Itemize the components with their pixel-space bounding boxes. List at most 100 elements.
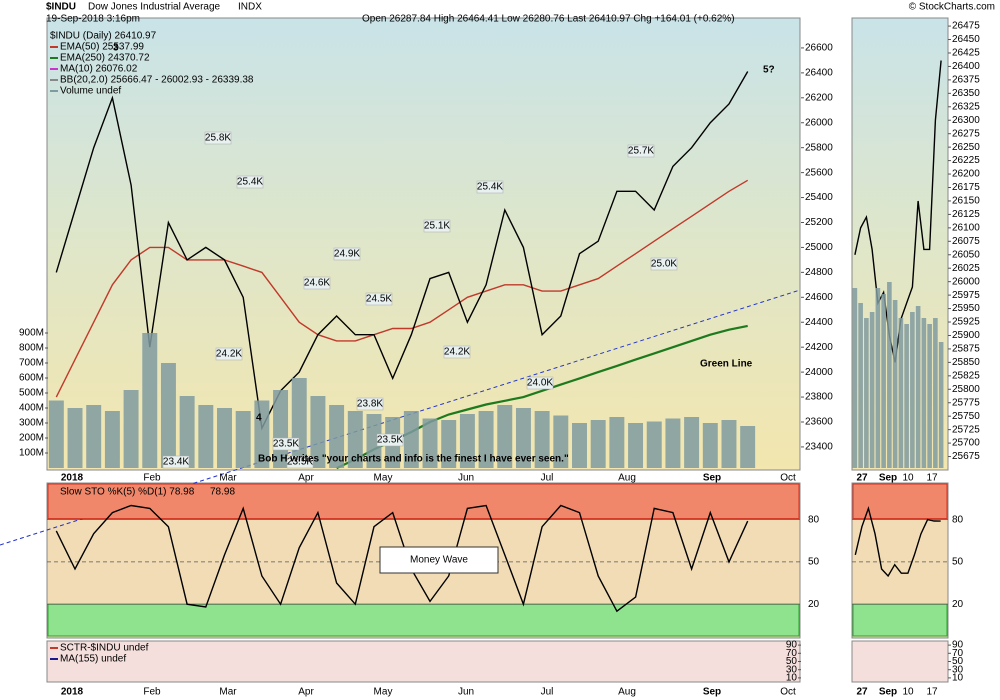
price-label: 23.5K	[273, 439, 299, 450]
sto-title: Slow STO %K(5) %D(1) 78.98	[60, 487, 195, 498]
volume-bar	[553, 415, 569, 468]
y-tick-label: 26250	[952, 142, 980, 153]
x-tick-label: 10	[902, 473, 914, 484]
y-tick-label: 90	[786, 640, 798, 651]
y-tick-label: 26125	[952, 209, 980, 220]
x-tick-label: 27	[856, 473, 868, 484]
y-tick-label: 25725	[952, 424, 980, 435]
volume-bar	[740, 426, 756, 468]
volume-bar	[881, 294, 886, 468]
y-tick-label: 400M	[19, 403, 44, 414]
y-tick-label: 25975	[952, 290, 980, 301]
annotation: 3	[113, 43, 119, 54]
y-tick-label: 25400	[805, 192, 833, 203]
annotation: 4	[256, 413, 262, 424]
volume-bar	[921, 318, 927, 468]
x-tick-label: 17	[926, 473, 938, 484]
volume-bar	[892, 300, 898, 468]
x-tick-label: Apr	[298, 687, 314, 698]
volume-bar	[459, 414, 475, 468]
y-tick-label: 200M	[19, 433, 44, 444]
y-tick-label: 26150	[952, 196, 980, 207]
series-line	[55, 179, 749, 398]
volume-bar	[590, 420, 606, 468]
price-label: 23.5K	[287, 457, 313, 468]
volume-bar	[48, 400, 64, 468]
volume-bar	[123, 390, 139, 468]
y-tick-label: 24800	[805, 267, 833, 278]
price-label: 24.0K	[527, 378, 553, 389]
overbought-band	[852, 483, 948, 520]
y-tick-label: 26325	[952, 101, 980, 112]
volume-bar	[904, 324, 909, 468]
volume-bar	[628, 423, 644, 468]
annotation-box	[379, 546, 499, 574]
price-label: 25.1K	[424, 221, 450, 232]
date: 19-Sep-2018 3:16pm	[46, 14, 140, 25]
volume-bar	[887, 282, 892, 468]
volume-bar	[534, 411, 550, 468]
legend-title: $INDU (Daily) 26410.97	[50, 31, 157, 42]
x-tick-label: Oct	[780, 687, 796, 698]
y-tick-label: 26450	[952, 34, 980, 45]
price-label: 25.4K	[477, 182, 503, 193]
y-tick-label: 26100	[952, 222, 980, 233]
volume-bar	[927, 324, 932, 468]
y-tick-label: 26025	[952, 263, 980, 274]
x-tick-label: 2018	[61, 473, 84, 484]
price-label: 25.8K	[205, 133, 231, 144]
volume-bar	[515, 408, 531, 468]
x-tick-label: Jun	[458, 473, 474, 484]
price-label: 24.2K	[216, 349, 242, 360]
y-tick-label: 26400	[805, 68, 833, 79]
price-label-box	[162, 455, 190, 469]
price-label-box	[333, 247, 361, 261]
price-label-box	[236, 175, 264, 189]
volume-bar	[310, 396, 326, 468]
x-tick-label: Sep	[703, 473, 721, 484]
y-tick-label: 900M	[19, 328, 44, 339]
y-tick-label: 24400	[805, 317, 833, 328]
y-tick-label: 23400	[805, 442, 833, 453]
volume-bar	[403, 411, 419, 468]
price-label: 25.4K	[237, 177, 263, 188]
x-tick-label: 27	[856, 687, 868, 698]
y-tick-label: 25850	[952, 357, 980, 368]
y-tick-label: 25000	[805, 242, 833, 253]
mini-sctr-panel	[851, 640, 949, 683]
x-tick-label: Mar	[219, 687, 237, 698]
price-label-box	[627, 144, 655, 158]
price-label: 25.0K	[651, 259, 677, 270]
price-label-box	[476, 180, 504, 194]
y-tick-label: 23800	[805, 392, 833, 403]
price-label-box	[204, 131, 232, 145]
y-tick-label: 800M	[19, 343, 44, 354]
y-tick-label: 700M	[19, 358, 44, 369]
y-tick-label: 26225	[952, 155, 980, 166]
y-tick-label: 50	[786, 656, 798, 667]
y-tick-label: 25900	[952, 330, 980, 341]
legend-entry: MA(10) 26076.02	[60, 64, 138, 75]
annotation: 5?	[763, 65, 775, 76]
y-tick-label: 25800	[805, 142, 833, 153]
y-tick-label: 90	[952, 640, 964, 651]
x-tick-label: Feb	[143, 687, 161, 698]
price-label-box	[526, 376, 554, 390]
price-label-box	[650, 257, 678, 271]
x-tick-label: Sep	[703, 687, 721, 698]
price-label-box	[303, 276, 331, 290]
volume-bar	[572, 423, 587, 468]
y-tick-label: 26275	[952, 128, 980, 139]
price-label: 23.4K	[163, 457, 189, 468]
y-tick-label: 25925	[952, 317, 980, 328]
y-tick-label: 26000	[805, 117, 833, 128]
volume-bar	[665, 418, 681, 468]
quote: Open 26287.84 High 26464.41 Low 26280.76…	[362, 14, 735, 25]
price-label: 23.5K	[377, 435, 403, 446]
volume-bar	[347, 411, 363, 468]
price-label-box	[423, 219, 451, 233]
volume-bar	[329, 405, 345, 468]
price-label-box	[356, 397, 384, 411]
volume-bar	[198, 405, 214, 468]
y-tick-label: 25675	[952, 451, 980, 462]
